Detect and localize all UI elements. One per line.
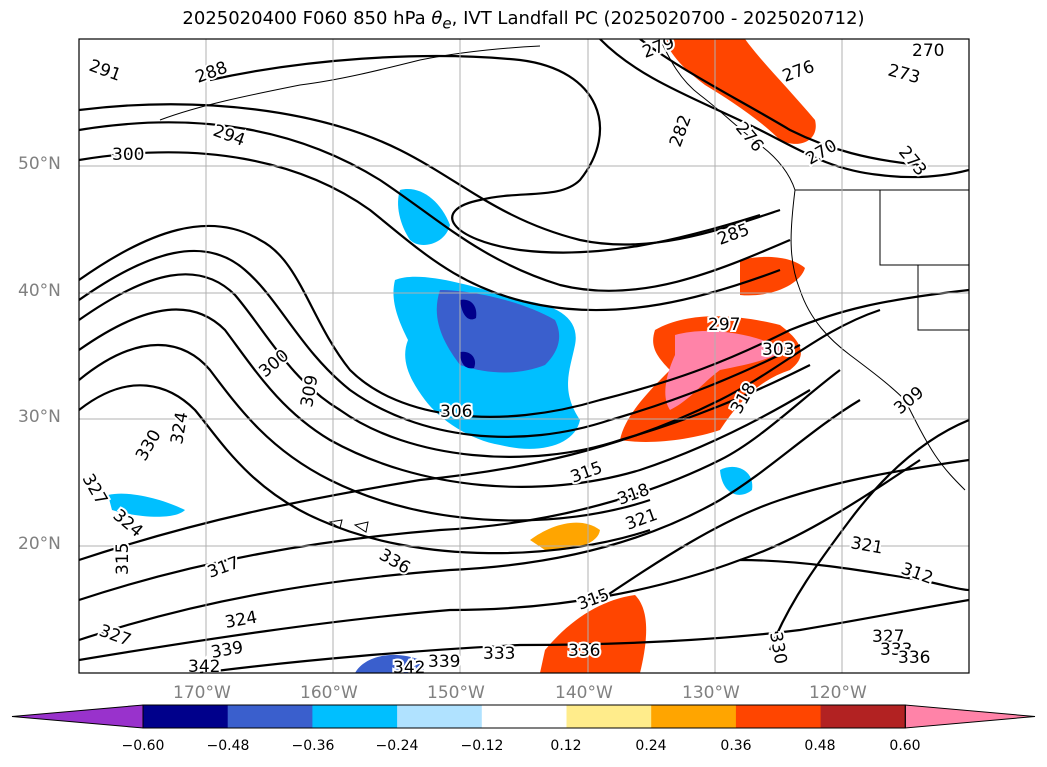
orange-patch-far-east [740, 256, 805, 296]
light-orange-patch-south-1 [530, 522, 600, 551]
colorbar-tick: 0.24 [635, 738, 667, 754]
colorbar-tick: −0.48 [206, 738, 250, 754]
light-blue-patch-west [108, 493, 185, 517]
us-west-coast [790, 189, 906, 401]
contour-label: 342 [188, 657, 220, 677]
alaska-coast [159, 45, 541, 121]
lon-label-150w: 150°W [427, 683, 485, 703]
lon-label-160w: 160°W [300, 683, 358, 703]
lon-label-130w: 130°W [682, 683, 740, 703]
lat-label-20n: 20°N [18, 534, 61, 554]
contour-label: 336 [568, 641, 600, 661]
lon-label-120w: 120°W [809, 683, 867, 703]
light-blue-patch-east [720, 466, 753, 495]
blue-patch-bottom [355, 654, 425, 673]
hawaii-1 [328, 519, 343, 529]
colorbar-segment [735, 705, 822, 728]
colorbar-segment [397, 705, 483, 728]
lat-label-50n: 50°N [18, 154, 61, 174]
lat-label-40n: 40°N [18, 281, 61, 301]
colorbar [11, 704, 1036, 729]
colorbar-tick: 0.48 [804, 738, 836, 754]
contour-label: 336 [898, 648, 930, 668]
contour-label: 333 [880, 640, 912, 660]
lon-label-140w: 140°W [555, 683, 613, 703]
contour-label: 315 [113, 543, 133, 575]
map-title: 2025020400 F060 850 hPa θe, IVT Landfall… [0, 8, 1047, 33]
coastlines [159, 39, 969, 533]
colorbar-segment [566, 705, 652, 728]
contour-label: 300 [112, 145, 144, 165]
contour-label: 327 [872, 627, 904, 647]
title-prefix: 2025020400 F060 850 hPa [182, 8, 432, 29]
dark-blue-anomaly-core [460, 299, 477, 320]
colorbar-extend-max [904, 704, 1036, 729]
contour-label: 297 [708, 315, 740, 335]
orange-patch-south [540, 595, 647, 673]
hawaii-2 [353, 521, 369, 533]
colorbar-segment [227, 705, 313, 728]
colorbar-tick: −0.36 [291, 738, 335, 754]
title-suffix: , IVT Landfall PC (2025020700 - 20250207… [451, 8, 865, 29]
title-theta-sub: e [442, 14, 452, 33]
theta-e-contours [79, 39, 969, 673]
colorbar-segment [820, 705, 906, 728]
colorbar-tick: 0.36 [720, 738, 752, 754]
colorbar-tick: 0.60 [889, 738, 921, 754]
map-frame [78, 38, 970, 674]
contour-label: 339 [209, 638, 244, 663]
title-theta: θ [431, 8, 443, 29]
contour-label: 306 [440, 402, 472, 422]
state-border-1 [879, 190, 969, 266]
colorbar-segment [481, 705, 567, 728]
colorbar-segment [651, 705, 737, 728]
baja-coast [904, 399, 966, 491]
lat-label-30n: 30°N [18, 407, 61, 427]
contour-label: 303 [762, 340, 794, 360]
contour-label: 333 [483, 644, 515, 664]
gridlines [79, 39, 969, 673]
colorbar-tick: −0.24 [375, 738, 419, 754]
contour-label: 270 [912, 41, 944, 61]
orange-patch-north-coast [665, 39, 816, 144]
colorbar-frame [142, 704, 906, 729]
colorbar-extend-min [11, 704, 144, 729]
dark-blue-anomaly-core-2 [460, 351, 476, 369]
colorbar-tick: −0.12 [460, 738, 504, 754]
colorbar-tick: 0.12 [550, 738, 582, 754]
colorbar-segment [312, 705, 398, 728]
colorbar-segment [143, 705, 229, 728]
colorbar-tick: −0.60 [121, 738, 165, 754]
lon-label-170w: 170°W [173, 683, 231, 703]
contour-label: 339 [428, 652, 460, 672]
contour-label: 342 [393, 658, 425, 678]
state-border-2 [917, 265, 969, 331]
